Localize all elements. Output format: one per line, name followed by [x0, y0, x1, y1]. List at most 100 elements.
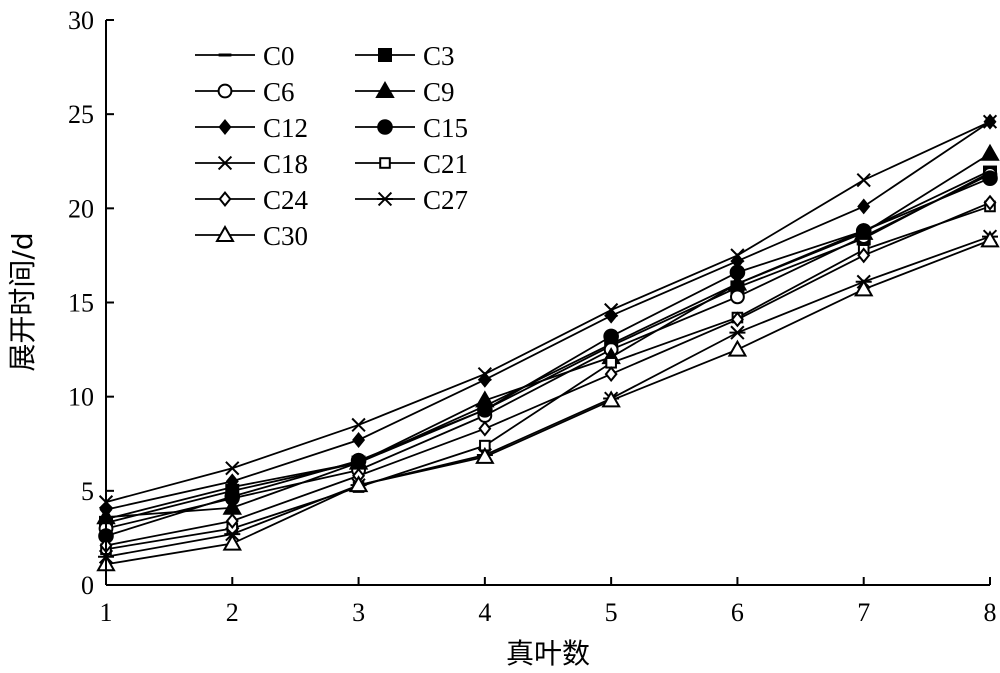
legend-label: C0 — [263, 41, 295, 71]
series-C18 — [98, 114, 998, 510]
series-line — [105, 169, 991, 520]
data-point — [225, 512, 239, 529]
y-tick-label: 15 — [68, 289, 94, 318]
legend-item-C24: C24 — [195, 185, 309, 215]
y-tick-label: 25 — [68, 100, 94, 129]
legend-label: C18 — [263, 149, 308, 179]
data-point — [857, 198, 871, 215]
data-point — [378, 48, 392, 62]
x-tick-label: 4 — [478, 598, 491, 627]
data-point — [853, 279, 874, 297]
axes — [105, 19, 991, 586]
data-point — [604, 366, 618, 383]
data-point — [377, 119, 393, 135]
series-line — [105, 239, 991, 566]
data-point — [348, 475, 369, 493]
y-axis-title: 展开时间/d — [6, 232, 39, 371]
legend-item-C21: C21 — [355, 149, 468, 179]
data-point — [857, 247, 871, 264]
y-tick-label: 30 — [68, 6, 94, 35]
data-point — [856, 172, 871, 188]
legend-label: C6 — [263, 77, 295, 107]
series-line — [105, 173, 991, 530]
data-point — [980, 230, 1000, 248]
data-point — [377, 191, 393, 207]
legend-label: C21 — [423, 149, 468, 179]
data-point — [225, 473, 239, 490]
data-point — [224, 488, 241, 505]
data-point — [478, 420, 492, 437]
x-tick-label: 6 — [731, 598, 744, 627]
legend-label: C12 — [263, 113, 308, 143]
plot-area — [96, 113, 1000, 572]
data-point — [218, 119, 232, 135]
data-point — [604, 302, 619, 318]
data-point — [215, 224, 235, 242]
data-point — [730, 289, 745, 305]
legend-item-C9: C9 — [355, 77, 455, 107]
data-point — [982, 114, 998, 129]
data-point — [379, 157, 391, 169]
x-tick-label: 8 — [984, 598, 997, 627]
series-line — [105, 177, 991, 537]
data-point — [477, 402, 493, 418]
y-tick-label: 20 — [68, 194, 94, 223]
legend-label: C27 — [423, 185, 468, 215]
y-tick-label: 0 — [81, 571, 94, 600]
x-tick-label: 7 — [857, 598, 870, 627]
data-point — [350, 452, 367, 469]
x-tick-label: 5 — [605, 598, 618, 627]
series-line — [105, 152, 991, 519]
tick-labels: 0 5 10 15 20 25 30 1 2 3 4 5 6 7 8 — [68, 6, 997, 627]
data-point — [982, 170, 998, 186]
data-point — [730, 248, 745, 263]
x-tick-label: 3 — [352, 598, 365, 627]
y-tick-label: 10 — [68, 383, 94, 412]
data-point — [727, 273, 748, 291]
x-tick-label: 2 — [226, 598, 239, 627]
legend-item-C15: C15 — [355, 113, 468, 143]
data-point — [225, 461, 240, 476]
legend-label: C3 — [423, 41, 455, 71]
data-point — [729, 325, 746, 340]
legend-item-C27: C27 — [355, 185, 468, 215]
data-point — [603, 328, 619, 345]
data-point — [351, 417, 366, 433]
data-point — [352, 431, 366, 448]
x-tick-label: 1 — [100, 598, 113, 627]
data-point — [983, 194, 997, 211]
legend-label: C30 — [263, 221, 308, 251]
data-point — [730, 311, 744, 328]
data-point — [218, 191, 232, 207]
legend-label: C15 — [423, 113, 468, 143]
x-axis-title: 真叶数 — [506, 637, 590, 670]
legend-item-C0: C0 — [195, 41, 295, 71]
data-point — [980, 143, 1000, 161]
data-point — [601, 390, 621, 408]
data-point — [475, 446, 495, 464]
series-C12 — [99, 113, 997, 518]
data-point — [727, 339, 748, 357]
series-line — [105, 120, 991, 511]
data-point — [222, 533, 243, 551]
series-line — [105, 235, 991, 558]
legend-item-C3: C3 — [355, 41, 455, 71]
data-point — [375, 80, 395, 98]
y-tick-label: 5 — [81, 477, 94, 506]
legend-item-C12: C12 — [195, 113, 308, 143]
legend-label: C24 — [263, 185, 309, 215]
legend-item-C6: C6 — [195, 77, 295, 107]
legend-item-C30: C30 — [195, 221, 308, 251]
legend: C0 C3 C6 C9 C12 C15 C18 C21 C24 C27 C30 — [195, 41, 468, 251]
series-line — [105, 205, 991, 551]
data-point — [729, 264, 746, 281]
data-point — [217, 83, 233, 99]
legend-item-C18: C18 — [195, 149, 308, 179]
data-point — [217, 155, 233, 171]
series-line — [105, 201, 991, 547]
legend-label: C9 — [423, 77, 455, 107]
data-point — [477, 366, 492, 382]
series-line — [105, 120, 991, 504]
data-point — [855, 223, 872, 239]
